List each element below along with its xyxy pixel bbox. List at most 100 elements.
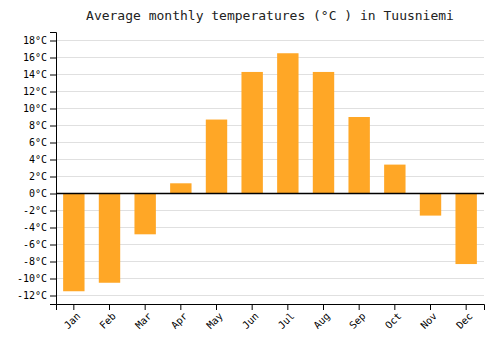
x-tick-mark (359, 304, 360, 310)
grid-line (56, 159, 484, 160)
grid-line (56, 91, 484, 92)
y-tick-label: -6°C (23, 239, 47, 250)
plot: -12°C -10°C -8°C -6°C -4°C -2°C 0°C 2°C 4°C 6°C 8°… (17, 33, 485, 331)
y-tick: 8°C (29, 120, 56, 131)
bar (313, 72, 334, 194)
x-tick-label: Jan (62, 310, 83, 331)
grid-line (56, 125, 484, 126)
y-tick-mark (50, 143, 56, 144)
grid-line (56, 295, 484, 296)
y-tick-label: 10°C (23, 103, 47, 114)
y-tick-mark (50, 177, 56, 178)
y-tick-label: 18°C (23, 35, 47, 46)
y-tick-mark (50, 41, 56, 42)
x-axis: Jan Feb Mar Apr May Jun Jul Aug Sep Oct Nov Dec (57, 304, 485, 331)
x-tick: Apr (169, 304, 190, 331)
x-tick-mark (73, 304, 74, 310)
y-tick: -8°C (23, 256, 56, 267)
bar (455, 194, 476, 265)
y-tick-label: 4°C (29, 154, 47, 165)
y-tick-label: -8°C (23, 256, 47, 267)
x-tick: May (204, 304, 225, 331)
x-axis-line (57, 305, 485, 311)
y-tick-label: 0°C (29, 188, 47, 199)
y-tick-label: 12°C (23, 86, 47, 97)
y-tick-label: 6°C (29, 137, 47, 148)
y-tick-label: -12°C (17, 290, 47, 301)
y-tick-mark (50, 296, 56, 297)
y-tick: -10°C (17, 273, 56, 284)
x-tick-label: Jun (240, 310, 261, 331)
x-tick-mark (180, 304, 181, 310)
y-tick-label: -4°C (23, 222, 47, 233)
x-tick: Dec (454, 304, 475, 331)
y-tick: 10°C (23, 103, 56, 114)
y-tick-mark (50, 279, 56, 280)
x-tick: Mar (133, 304, 154, 331)
y-tick-mark (50, 211, 56, 212)
y-tick: -12°C (17, 290, 56, 301)
y-tick-mark (50, 262, 56, 263)
grid-line (56, 142, 484, 143)
y-tick-mark (50, 75, 56, 76)
y-tick-mark (50, 58, 56, 59)
x-tick-label: Dec (454, 310, 475, 331)
x-tick-mark (252, 304, 253, 310)
title: Average monthly temperatures (°C ) in Tu… (86, 8, 454, 23)
y-tick-label: 16°C (23, 52, 47, 63)
y-tick: 16°C (23, 52, 56, 63)
chart-svg: -12°C -10°C -8°C -6°C -4°C -2°C 0°C 2°C 4°C 6°C 8°… (0, 0, 500, 350)
y-tick: -2°C (23, 205, 56, 216)
x-tick: Oct (383, 304, 404, 331)
bars (63, 53, 477, 291)
x-tick-label: Sep (347, 310, 368, 331)
y-tick: 4°C (29, 154, 56, 165)
bar (63, 194, 84, 292)
x-tick-mark (394, 304, 395, 310)
bar (420, 194, 441, 216)
x-tick: Jul (276, 304, 297, 331)
x-tick-mark (430, 304, 431, 310)
x-tick-label: Oct (383, 310, 404, 331)
x-tick-label: Nov (418, 310, 439, 331)
x-tick-label: Mar (133, 310, 154, 331)
bar (170, 183, 191, 193)
grid-line (56, 193, 484, 194)
grid-line (56, 57, 484, 58)
y-axis: -12°C -10°C -8°C -6°C -4°C -2°C 0°C 2°C 4°C 6°C 8°… (17, 33, 57, 305)
x-tick: Aug (311, 304, 332, 331)
x-tick: Jun (240, 304, 261, 331)
x-tick-mark (323, 304, 324, 310)
x-tick-label: May (204, 310, 225, 331)
y-tick: 14°C (23, 69, 56, 80)
bar (99, 194, 120, 283)
x-tick-mark (216, 304, 217, 310)
x-tick-mark (287, 304, 288, 310)
y-tick-mark (50, 109, 56, 110)
x-tick: Nov (418, 304, 439, 331)
y-tick-mark (50, 245, 56, 246)
y-tick: 2°C (29, 171, 56, 182)
grid (56, 41, 484, 296)
chart-container: -12°C -10°C -8°C -6°C -4°C -2°C 0°C 2°C 4°C 6°C 8°… (0, 0, 500, 350)
x-tick-mark (145, 304, 146, 310)
x-tick-label: Aug (311, 310, 332, 331)
bar (206, 120, 227, 194)
y-tick: 12°C (23, 86, 56, 97)
bar (134, 194, 155, 235)
x-tick: Sep (347, 304, 368, 331)
y-tick: 6°C (29, 137, 56, 148)
grid-line (56, 176, 484, 177)
y-tick-mark (50, 228, 56, 229)
y-tick: 18°C (23, 35, 56, 46)
grid-line (56, 74, 484, 75)
bar (241, 72, 262, 194)
bar (384, 165, 405, 194)
grid-line (56, 108, 484, 109)
y-axis-line (50, 33, 57, 305)
x-tick: Feb (97, 304, 118, 331)
y-tick-label: 8°C (29, 120, 47, 131)
x-tick-label: Jul (276, 310, 297, 331)
y-tick-mark (50, 160, 56, 161)
x-tick-mark (466, 304, 467, 310)
